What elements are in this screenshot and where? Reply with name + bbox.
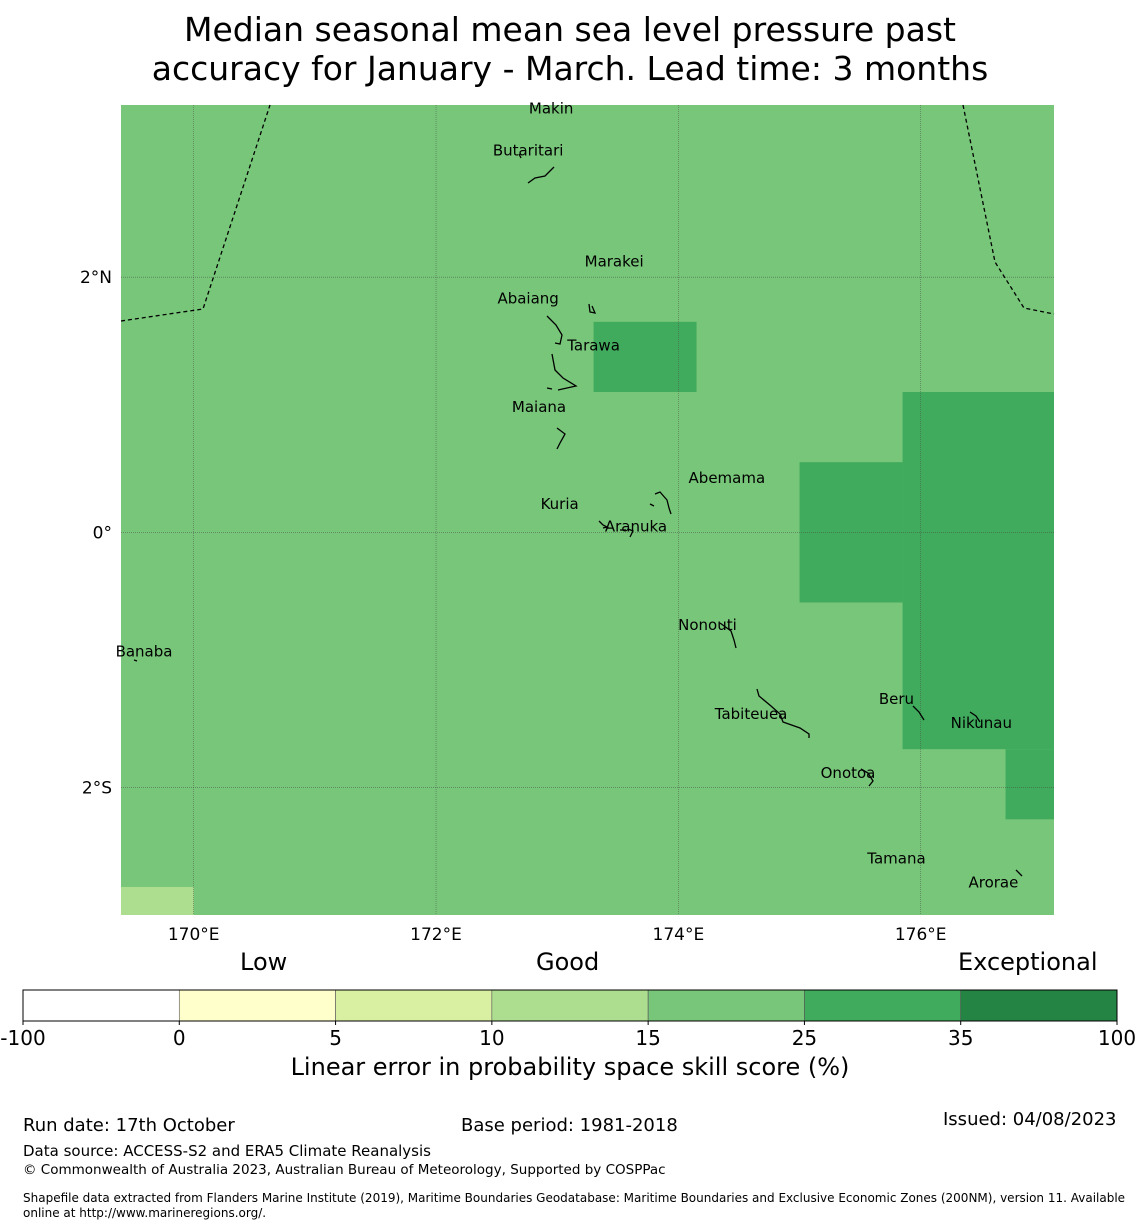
island-label-tamana: Tamana xyxy=(866,849,925,867)
island-outline xyxy=(756,688,810,738)
island-outline xyxy=(654,491,672,515)
island-label-nikunau: Nikunau xyxy=(951,714,1012,732)
island-label-kuria: Kuria xyxy=(541,495,579,513)
title-line-2: accuracy for January - March. Lead time:… xyxy=(151,49,989,88)
colorbar-tick-label: 100 xyxy=(1098,1026,1136,1050)
island-label-banaba: Banaba xyxy=(116,643,173,661)
island-label-nonouti: Nonouti xyxy=(678,616,737,634)
colorbar-bin-2 xyxy=(335,989,493,1022)
colorbar-tick-label: 15 xyxy=(635,1026,660,1050)
data-source: Data source: ACCESS-S2 and ERA5 Climate … xyxy=(23,1142,431,1160)
colorbar-bin-1 xyxy=(178,989,336,1022)
island-label-onotoa: Onotoa xyxy=(821,764,876,782)
colorbar-bin-0 xyxy=(22,989,180,1022)
island-label-marakei: Marakei xyxy=(585,252,644,270)
skill-cell-0 xyxy=(593,321,697,393)
island-label-abemama: Abemama xyxy=(689,469,766,487)
island-outline xyxy=(860,768,874,787)
copyright: © Commonwealth of Australia 2023, Austra… xyxy=(23,1162,666,1178)
colorbar-tick-label: 35 xyxy=(948,1026,973,1050)
base-period: Base period: 1981-2018 xyxy=(461,1115,678,1136)
lon-tick-label: 172°E xyxy=(410,925,462,945)
island-label-beru: Beru xyxy=(879,690,914,708)
island-label-aranuka: Aranuka xyxy=(605,518,667,536)
lon-tick-label: 174°E xyxy=(653,925,705,945)
skill-cell-3 xyxy=(1005,749,1054,820)
colorbar-tick-label: 10 xyxy=(479,1026,504,1050)
island-label-maiana: Maiana xyxy=(512,398,566,416)
lat-tick-label: 2°N xyxy=(80,268,112,288)
island-label-arorae: Arorae xyxy=(968,874,1018,892)
island-outline xyxy=(551,353,578,391)
island-label-makin: Makin xyxy=(529,99,574,117)
island-label-butaritari: Butaritari xyxy=(493,141,564,159)
shapefile-credit-1: Shapefile data extracted from Flanders M… xyxy=(23,1191,1126,1205)
island-outline xyxy=(598,520,609,529)
map-figure: Makin Butaritari Marakei Abaiang Tarawa Maian… xyxy=(0,99,1136,1050)
island-outline xyxy=(649,503,655,507)
lon-tick-label: 176°E xyxy=(895,925,947,945)
colorbar-frame xyxy=(22,989,1118,1022)
island-outline xyxy=(546,387,553,390)
island-outline xyxy=(627,528,634,538)
colorbar-bin-4 xyxy=(647,989,805,1022)
colorbar-bin-6 xyxy=(960,989,1118,1022)
lat-tick-label: 0° xyxy=(93,523,112,543)
island-outline xyxy=(969,711,981,723)
island-outline xyxy=(1015,869,1023,877)
category-exceptional: Exceptional xyxy=(958,948,1098,976)
lon-tick-label: 170°E xyxy=(168,925,220,945)
island-outline xyxy=(133,659,138,662)
colorbar-tick-label: 0 xyxy=(173,1026,186,1050)
island-label-abaiang: Abaiang xyxy=(497,289,558,307)
skill-cell-4 xyxy=(121,886,194,915)
category-low: Low xyxy=(240,948,288,976)
island-outline xyxy=(719,622,737,649)
colorbar-bin-3 xyxy=(491,989,649,1022)
island-outline xyxy=(912,705,925,721)
island-label-tarawa: Tarawa xyxy=(566,337,620,355)
colorbar-tick-label: 25 xyxy=(792,1026,817,1050)
skill-cell-1 xyxy=(902,392,1054,750)
island-outline xyxy=(556,427,566,450)
eez-boundary-west xyxy=(120,104,271,322)
run-date: Run date: 17th October xyxy=(23,1115,235,1136)
lat-tick-label: 2°S xyxy=(82,778,112,798)
island-outline xyxy=(527,166,555,184)
eez-boundary-east xyxy=(962,104,1055,315)
island-label-tabiteuea: Tabiteuea xyxy=(714,705,788,723)
chart-title: Median seasonal mean sea level pressure … xyxy=(0,10,1140,88)
category-good: Good xyxy=(536,948,600,976)
colorbar-bin-5 xyxy=(804,989,962,1022)
title-line-1: Median seasonal mean sea level pressure … xyxy=(184,10,956,49)
issued-date: Issued: 04/08/2023 xyxy=(943,1109,1117,1130)
island-outline xyxy=(588,303,597,314)
shapefile-credit-2: online at http://www.marineregions.org/. xyxy=(23,1206,267,1220)
colorbar-label: Linear error in probability space skill … xyxy=(290,1053,850,1081)
island-outline xyxy=(518,153,522,159)
island-outline xyxy=(546,315,563,345)
colorbar-tick-label: -100 xyxy=(0,1026,45,1050)
colorbar-tick-label: 5 xyxy=(329,1026,342,1050)
